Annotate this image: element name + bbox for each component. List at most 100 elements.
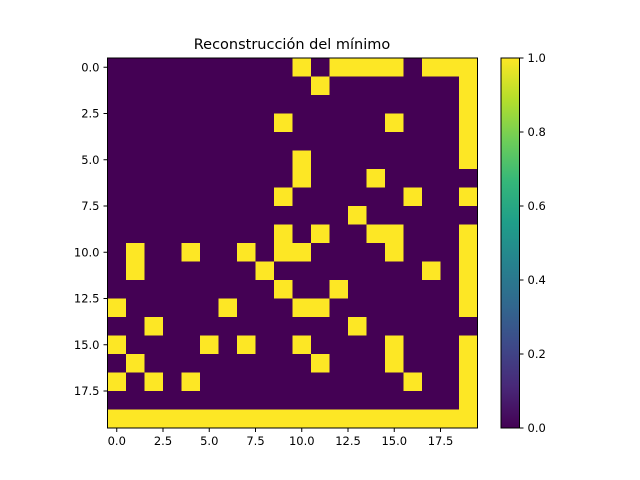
heatmap-cell [459,391,478,410]
heatmap-cell [422,132,441,151]
x-tick-label: 10.0 [289,434,315,448]
heatmap-cell [348,261,367,281]
heatmap-cell [422,317,441,336]
heatmap-cell [311,206,330,225]
heatmap-cell [200,224,219,244]
heatmap-cell [144,206,164,225]
heatmap-cell [144,243,164,262]
heatmap-cell [329,354,349,373]
heatmap-cell [329,372,349,392]
heatmap-cell [144,409,164,429]
heatmap-cell [163,224,182,244]
heatmap-cell [348,372,367,392]
heatmap-cell [348,409,367,429]
heatmap-cell [422,391,441,410]
heatmap-cell [329,298,349,318]
heatmap-cell [385,113,404,133]
heatmap-cell [440,372,460,392]
heatmap-cell [311,187,330,207]
heatmap-cell [126,224,145,244]
heatmap-cell [107,243,127,262]
heatmap-cell [459,187,478,207]
heatmap-cell [144,298,164,318]
heatmap-cell [422,298,441,318]
heatmap-cell [163,150,182,170]
heatmap-cell [422,261,441,281]
heatmap-cell [126,187,145,207]
heatmap-cell [366,317,386,336]
heatmap-cell [311,280,330,299]
heatmap-cell [348,280,367,299]
heatmap-cell [237,224,256,244]
heatmap-cell [107,76,127,96]
heatmap-cell [274,243,293,262]
heatmap-cell [200,298,219,318]
heatmap-cell [107,298,127,318]
heatmap-cell [255,206,275,225]
heatmap-cell [181,280,201,299]
y-tick-label: 7.5 [81,199,99,213]
heatmap-cell [385,169,404,188]
heatmap-cell [218,132,238,151]
heatmap-cell [144,132,164,151]
heatmap-cell [459,261,478,281]
x-tick-label: 2.5 [154,434,172,448]
colorbar-tick-label: 0.2 [528,347,546,361]
heatmap-cell [440,298,460,318]
heatmap-cell [422,224,441,244]
heatmap-cell [255,169,275,188]
heatmap-cell [422,354,441,373]
heatmap-cell [403,409,423,429]
heatmap-cell [237,335,256,355]
heatmap-cell [163,113,182,133]
heatmap-cell [440,132,460,151]
heatmap-cell [181,298,201,318]
heatmap-cell [422,206,441,225]
heatmap-cell [126,169,145,188]
heatmap-cell [163,132,182,151]
plot-frame [107,57,478,429]
heatmap-cell [274,280,293,299]
heatmap-cell [107,372,127,392]
heatmap-cell [422,187,441,207]
heatmap-cell [126,243,145,262]
heatmap-cell [403,132,423,151]
heatmap-cell [237,317,256,336]
heatmap-cell [366,409,386,429]
heatmap-cell [255,317,275,336]
heatmap-cell [274,58,293,77]
heatmap-cell [218,280,238,299]
heatmap-cell [348,391,367,410]
y-tick-label: 12.5 [74,292,100,306]
heatmap-cell [200,132,219,151]
heatmap-cell [422,280,441,299]
heatmap-cell [237,132,256,151]
heatmap-cell [218,169,238,188]
heatmap-cell [200,391,219,410]
heatmap-cell [126,132,145,151]
y-tick-label: 0.0 [81,60,99,74]
heatmap-cell [237,354,256,373]
heatmap-cell [200,206,219,225]
heatmap-cell [403,372,423,392]
heatmap-cell [200,187,219,207]
x-tick-label: 5.0 [200,434,218,448]
heatmap-cell [348,58,367,77]
heatmap-cell [144,335,164,355]
heatmap-cell [107,113,127,133]
heatmap-cell [348,150,367,170]
heatmap-cell [440,317,460,336]
heatmap-cell [459,298,478,318]
heatmap-cell [422,113,441,133]
heatmap-cell [181,150,201,170]
heatmap-cell [329,261,349,281]
heatmap-cell [163,409,182,429]
heatmap-cell [218,391,238,410]
heatmap-cell [200,280,219,299]
heatmap-cell [459,132,478,151]
colorbar-tick-label: 0.6 [528,199,546,213]
heatmap-cell [237,206,256,225]
heatmap-cell [385,261,404,281]
heatmap-cell [366,95,386,114]
heatmap-cell [144,150,164,170]
